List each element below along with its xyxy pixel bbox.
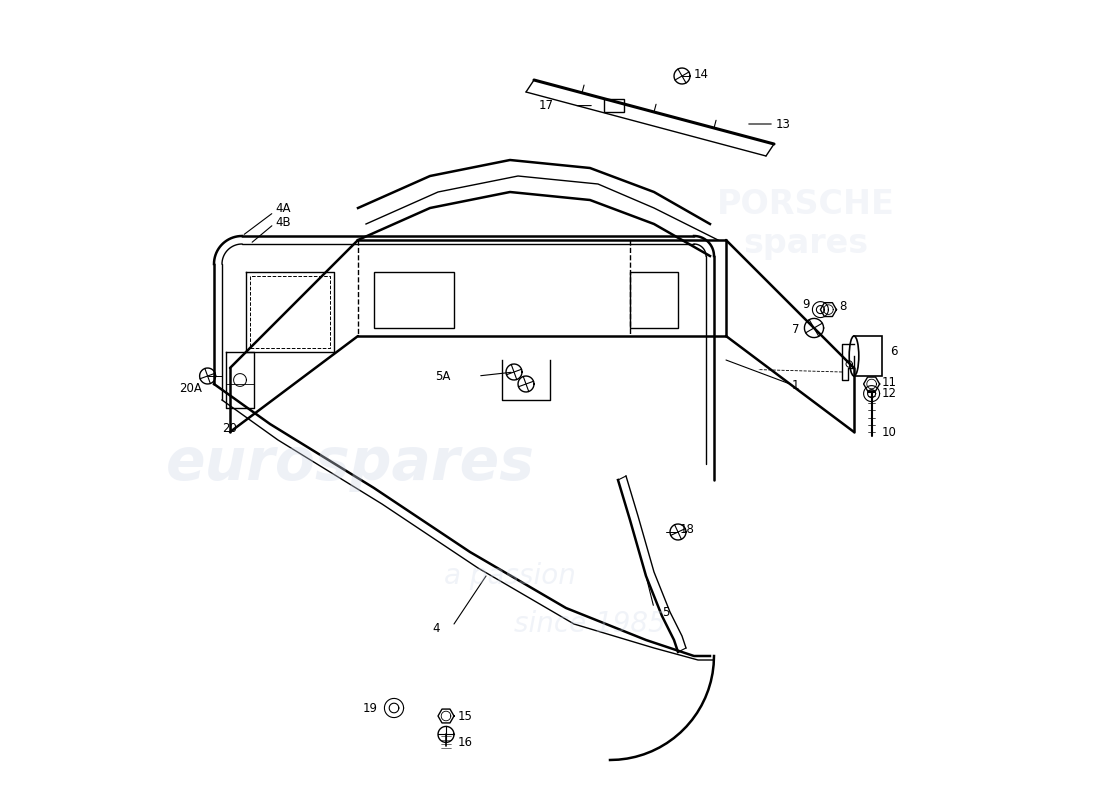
Text: 10: 10 bbox=[882, 426, 896, 438]
Text: 11: 11 bbox=[882, 376, 896, 389]
Text: 5: 5 bbox=[662, 606, 670, 618]
Text: eurospares: eurospares bbox=[165, 435, 535, 493]
Text: 4A: 4A bbox=[276, 202, 292, 214]
Text: 8: 8 bbox=[839, 300, 847, 313]
FancyBboxPatch shape bbox=[604, 99, 624, 112]
Text: 16: 16 bbox=[458, 736, 473, 749]
Text: PORSCHE
spares: PORSCHE spares bbox=[717, 188, 895, 259]
Text: 6: 6 bbox=[890, 346, 898, 358]
Text: 15: 15 bbox=[458, 710, 473, 722]
Text: 20: 20 bbox=[222, 422, 238, 434]
Text: 14: 14 bbox=[694, 68, 710, 81]
Text: 5A: 5A bbox=[434, 370, 450, 382]
Text: 4: 4 bbox=[432, 622, 440, 634]
Text: 9: 9 bbox=[803, 298, 810, 310]
Ellipse shape bbox=[849, 336, 859, 376]
Text: 12: 12 bbox=[882, 387, 896, 400]
Text: since 1985: since 1985 bbox=[514, 610, 666, 638]
Text: 17: 17 bbox=[539, 99, 554, 112]
Text: a passion: a passion bbox=[444, 562, 576, 590]
Text: 1: 1 bbox=[792, 379, 799, 392]
Text: 19: 19 bbox=[363, 702, 378, 714]
Text: 13: 13 bbox=[776, 118, 791, 130]
FancyBboxPatch shape bbox=[374, 272, 454, 328]
Text: 18: 18 bbox=[680, 523, 694, 536]
FancyBboxPatch shape bbox=[854, 336, 882, 376]
Text: 20A: 20A bbox=[179, 382, 202, 394]
Text: 7: 7 bbox=[792, 323, 800, 336]
FancyBboxPatch shape bbox=[630, 272, 678, 328]
Text: 4B: 4B bbox=[276, 216, 292, 229]
